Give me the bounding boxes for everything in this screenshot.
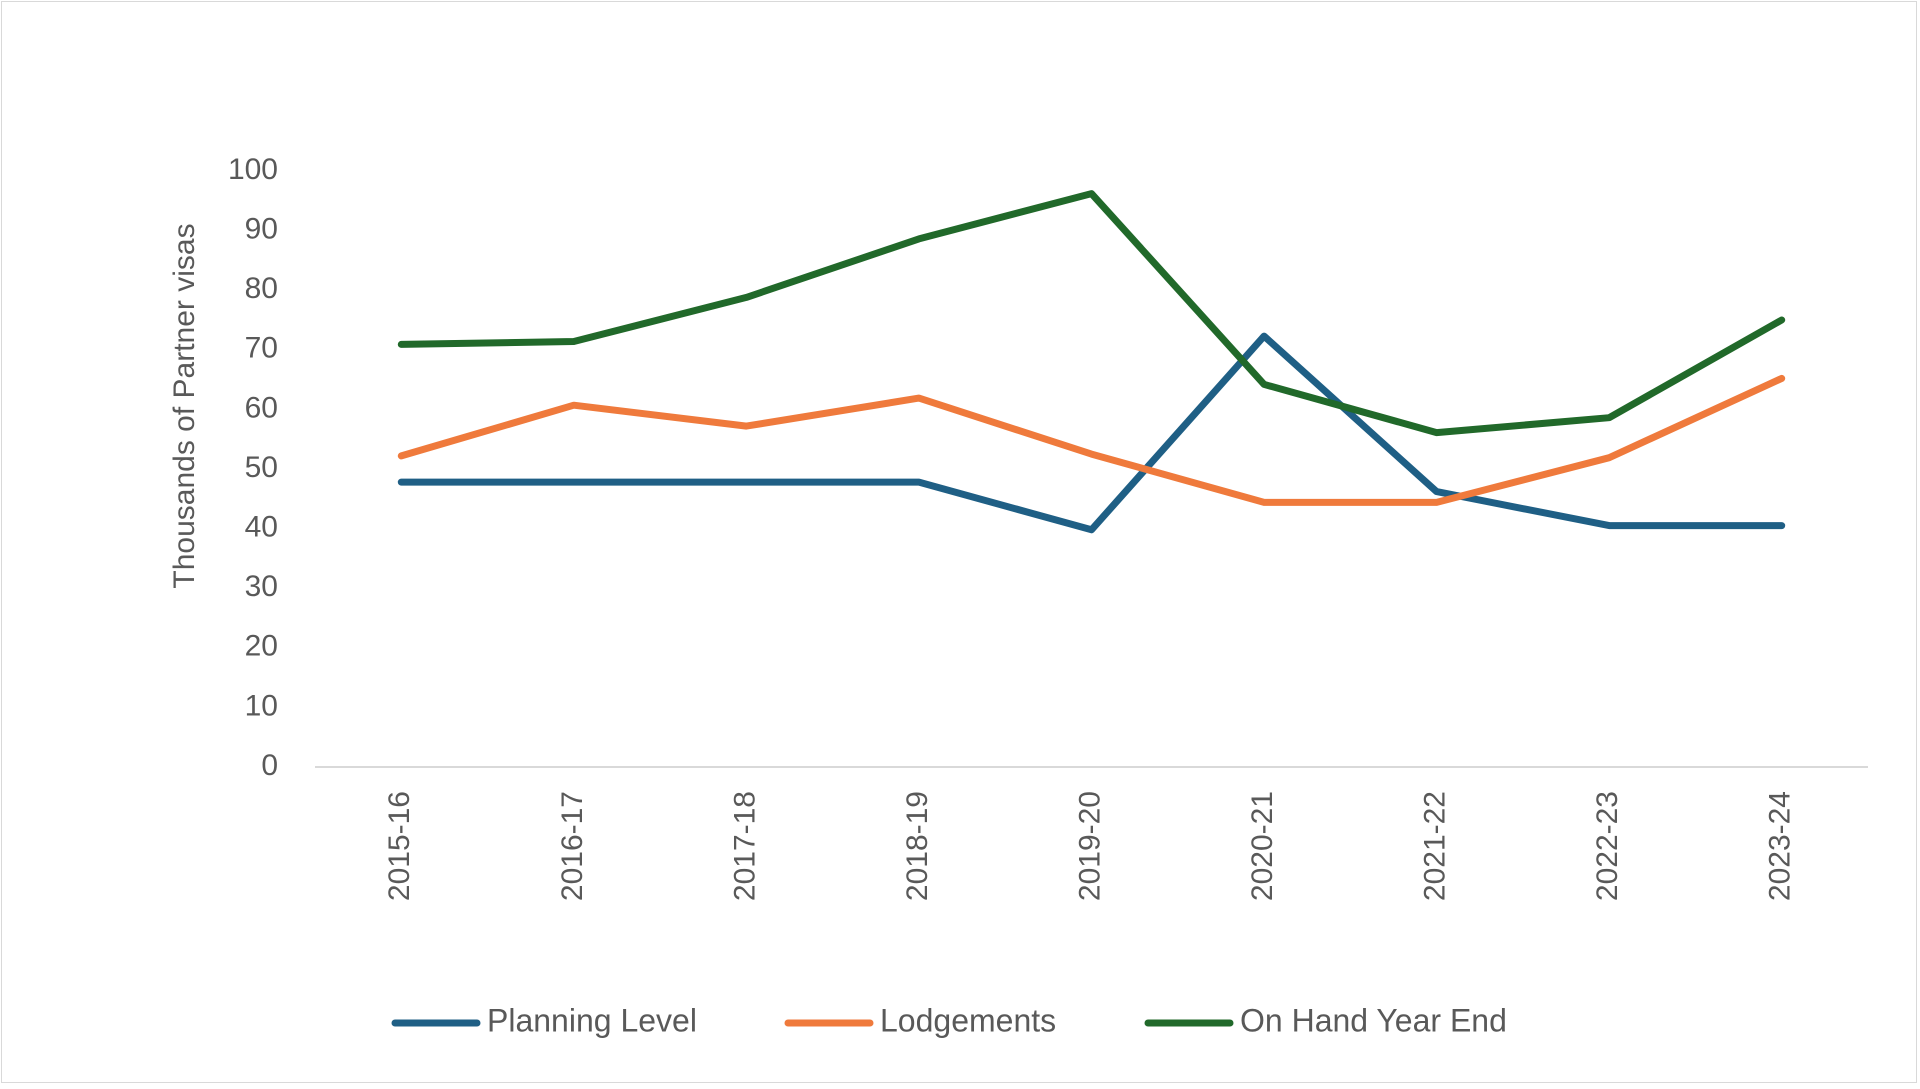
x-axis-ticks: 2015-16 2016-17 2017-18 2018-19 2019-20 2020-… (383, 791, 1796, 901)
x-tick-label: 2018-19 (901, 791, 934, 901)
series-lines (397, 190, 1786, 534)
legend-label: Lodgements (880, 1002, 1056, 1038)
x-tick-label: 2022-23 (1591, 791, 1624, 901)
series-line-planning-level (397, 332, 1786, 534)
y-tick-label: 10 (245, 689, 278, 722)
y-axis-ticks: 0 10 20 30 40 50 60 70 80 90 100 (228, 153, 278, 782)
y-tick-label: 0 (261, 749, 278, 782)
y-tick-label: 90 (245, 213, 278, 246)
x-tick-label: 2016-17 (556, 791, 589, 901)
y-tick-label: 30 (245, 570, 278, 603)
legend-label: Planning Level (487, 1002, 697, 1038)
x-tick-label: 2023-24 (1764, 791, 1797, 901)
x-tick-label: 2015-16 (383, 791, 416, 901)
series-line-lodgements (397, 374, 1786, 506)
y-tick-label: 40 (245, 511, 278, 544)
x-tick-label: 2019-20 (1073, 791, 1106, 901)
x-tick-label: 2021-22 (1419, 791, 1452, 901)
legend: Planning Level Lodgements On Hand Year End (391, 1002, 1507, 1038)
legend-label: On Hand Year End (1240, 1002, 1507, 1038)
y-tick-label: 70 (245, 332, 278, 365)
y-tick-label: 80 (245, 272, 278, 305)
y-tick-label: 60 (245, 391, 278, 424)
x-tick-label: 2017-18 (728, 791, 761, 901)
y-tick-label: 100 (228, 153, 278, 186)
y-axis-title: Thousands of Partner visas (168, 223, 201, 588)
y-tick-label: 20 (245, 630, 278, 663)
x-tick-label: 2020-21 (1246, 791, 1279, 901)
y-tick-label: 50 (245, 451, 278, 484)
series-line-on-hand-year-end (397, 190, 1786, 437)
